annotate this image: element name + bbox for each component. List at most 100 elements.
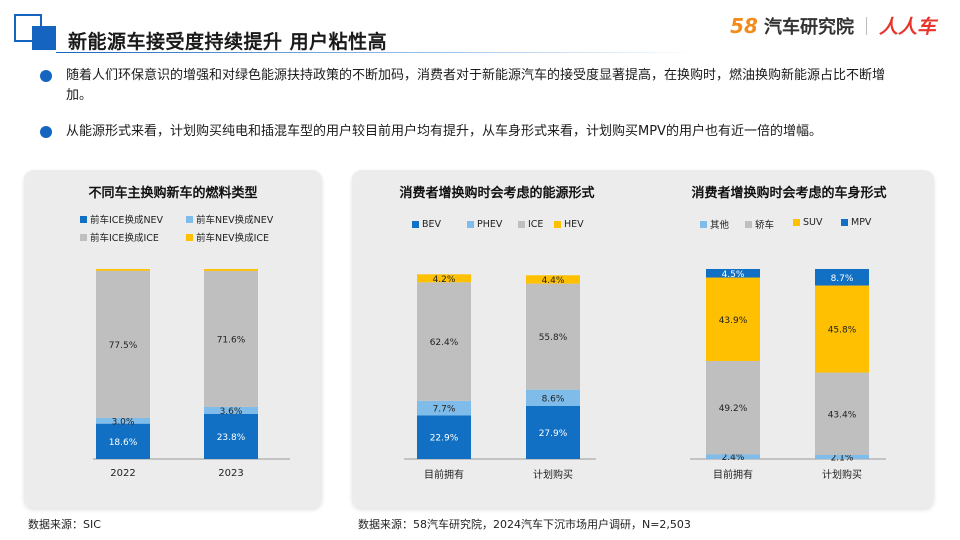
data-label: 43.9% — [719, 316, 748, 326]
legend-swatch — [80, 233, 87, 241]
legend-label: ICE — [528, 219, 544, 230]
data-label: 2.4% — [722, 453, 745, 463]
filled-square-icon — [32, 26, 56, 50]
x-tick-label: 2023 — [218, 468, 243, 479]
legend-swatch — [518, 221, 525, 228]
chart-title: 消费者增换购时会考虑的车身形式 — [691, 186, 887, 201]
legend-item: 前车NEV换成ICE — [186, 230, 269, 244]
bullet-text: 随着人们环保意识的增强和对绿色能源扶持政策的不断加码，消费者对于新能源汽车的接受… — [66, 68, 886, 103]
bullet-point-1: 随着人们环保意识的增强和对绿色能源扶持政策的不断加码，消费者对于新能源汽车的接受… — [40, 66, 900, 106]
bar-segment — [96, 270, 150, 418]
legend-item: HEV — [554, 219, 584, 230]
bar-segment — [815, 269, 869, 286]
legend-label: HEV — [564, 219, 584, 230]
legend-swatch — [412, 221, 419, 228]
bar-segment — [526, 389, 580, 406]
legend-item: SUV — [793, 217, 822, 228]
data-label: 18.6% — [109, 438, 138, 448]
data-source-left: 数据来源：SIC — [28, 518, 101, 531]
x-tick-label: 目前拥有 — [713, 468, 753, 481]
data-label: 3.6% — [220, 407, 243, 417]
data-label: 2.1% — [831, 454, 854, 464]
bar-segment — [96, 417, 150, 424]
data-label: 3.0% — [112, 417, 135, 427]
bar-segment — [815, 372, 869, 456]
chart-title: 不同车主换购新车的燃料类型 — [88, 186, 258, 201]
data-label: 23.8% — [217, 433, 246, 443]
bar-segment — [706, 269, 760, 278]
bar-segment — [204, 406, 258, 414]
data-label: 7.7% — [433, 405, 456, 415]
legend-swatch — [467, 221, 474, 228]
legend-label: BEV — [422, 219, 442, 230]
brand-divider — [865, 16, 867, 35]
legend-item: 其他 — [700, 217, 729, 231]
brand-logos: 58 汽车研究院 人人车 — [730, 12, 936, 39]
x-tick-label: 计划购买 — [533, 468, 573, 481]
legend-item: BEV — [412, 219, 441, 230]
bar-segment — [204, 270, 258, 407]
bar-segment — [526, 283, 580, 390]
legend-item: 前车ICE换成ICE — [80, 230, 159, 244]
bullet-dot-icon — [40, 126, 52, 138]
bar-segment — [417, 282, 471, 401]
legend-label: 其他 — [710, 220, 730, 231]
legend-label: PHEV — [477, 219, 503, 230]
legend-label: 前车ICE换成ICE — [90, 233, 159, 244]
data-label: 77.5% — [109, 341, 138, 351]
data-label: 71.6% — [217, 335, 246, 345]
data-label: 45.8% — [828, 326, 857, 336]
legend-label: 前车NEV换成ICE — [196, 233, 270, 244]
legend-label: 前车NEV换成NEV — [196, 215, 274, 226]
data-label: 55.8% — [539, 333, 568, 343]
brand-renrenche-logo: 人人车 — [878, 16, 936, 38]
legend-label: SUV — [803, 217, 823, 228]
x-tick-label: 2022 — [110, 468, 135, 479]
x-tick-label: 计划购买 — [822, 468, 862, 481]
legend-swatch — [80, 215, 87, 223]
brand-58-text: 汽车研究院 — [763, 16, 854, 38]
legend-label: 轿车 — [755, 220, 775, 231]
chart-title: 消费者增换购时会考虑的能源形式 — [399, 186, 595, 201]
bullet-dot-icon — [40, 70, 52, 82]
data-label: 27.9% — [539, 429, 568, 439]
legend-label: 前车ICE换成NEV — [90, 215, 164, 226]
x-tick-label: 目前拥有 — [424, 468, 464, 481]
title-logo-squares — [14, 14, 58, 54]
legend-item: 轿车 — [745, 217, 774, 231]
title-underline — [56, 52, 696, 53]
legend-swatch — [186, 233, 193, 241]
legend-swatch — [841, 219, 848, 226]
bar-segment — [96, 423, 150, 459]
bar-segment — [526, 405, 580, 459]
data-label: 49.2% — [719, 404, 748, 414]
bar-segment — [417, 400, 471, 416]
bar-segment — [706, 360, 760, 455]
data-label: 4.5% — [722, 270, 745, 280]
data-label: 22.9% — [430, 434, 459, 444]
legend-swatch — [554, 221, 561, 228]
bullet-point-2: 从能源形式来看，计划购买纯电和插混车型的用户较目前用户均有提升，从车身形式来看，… — [40, 122, 900, 142]
legend-item: ICE — [518, 219, 543, 230]
bar-segment — [417, 415, 471, 459]
page-title: 新能源车接受度持续提升 用户粘性高 — [68, 31, 388, 53]
bullet-text: 从能源形式来看，计划购买纯电和插混车型的用户较目前用户均有提升，从车身形式来看，… — [66, 124, 822, 139]
data-label: 4.2% — [433, 275, 456, 285]
bar-segment — [706, 277, 760, 361]
data-label: 4.4% — [542, 276, 565, 286]
bar-segment — [815, 455, 869, 459]
legend-item: MPV — [841, 217, 871, 228]
bar-segment — [815, 285, 869, 373]
brand-58-logo: 58 — [730, 13, 758, 38]
data-label: 62.4% — [430, 338, 459, 348]
bar-segment — [417, 274, 471, 283]
legend-swatch — [793, 219, 800, 226]
bar-segment — [96, 269, 150, 271]
data-label: 8.6% — [542, 394, 565, 404]
data-source-right: 数据来源：58汽车研究院，2024汽车下沉市场用户调研，N=2,503 — [358, 518, 691, 531]
bar-segment — [204, 269, 258, 271]
bar-segment — [526, 275, 580, 284]
legend-item: 前车NEV换成NEV — [186, 212, 273, 226]
legend-item: 前车ICE换成NEV — [80, 212, 163, 226]
